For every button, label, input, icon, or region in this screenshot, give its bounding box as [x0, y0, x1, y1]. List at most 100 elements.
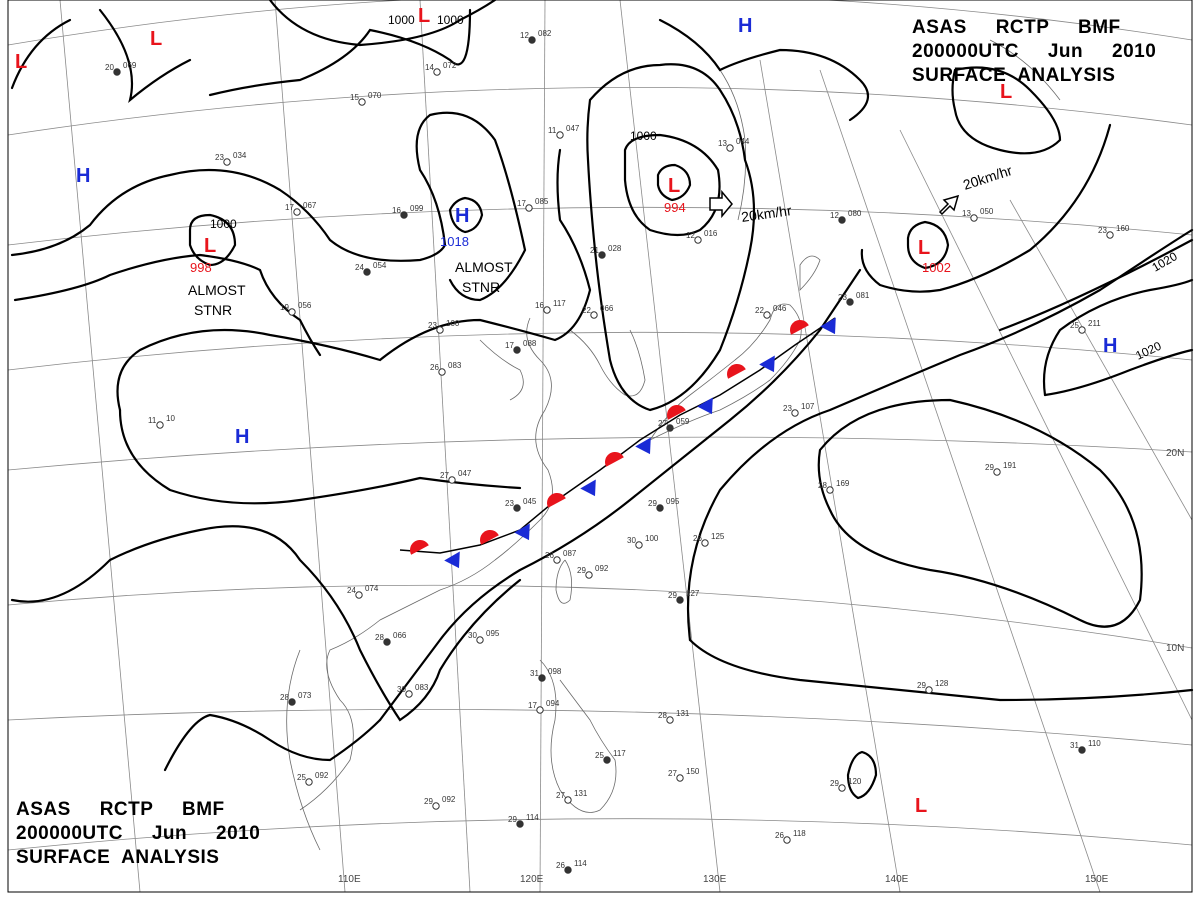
station-pressure: 081: [856, 291, 870, 300]
station-pressure: 100: [645, 534, 659, 543]
pressure-centers: L 998 ALMOST STNR H 1018 ALMOST STNR L 9…: [15, 5, 1117, 817]
low-center: L: [204, 235, 216, 257]
station-pressure: 047: [458, 469, 472, 478]
station-pressure: 110: [1088, 739, 1101, 748]
station-circle: [783, 836, 791, 844]
station-circle: [525, 204, 533, 212]
station-circle: [405, 690, 413, 698]
station-pressure: 059: [676, 417, 690, 426]
chart-title-top-right: ASAS RCTP BMF 200000UTC Jun 2010 SURFACE…: [912, 16, 1156, 88]
isobar: [688, 638, 1194, 702]
station-pressure: 131: [574, 789, 588, 798]
station-circle: [436, 326, 444, 334]
low-center: L: [418, 5, 430, 27]
isobar: [10, 525, 522, 722]
isobar-label: 1000: [630, 129, 657, 143]
station-pressure: 044: [736, 137, 750, 146]
station-pressure: 211: [1088, 319, 1101, 328]
station-circle: [826, 486, 834, 494]
station-circle: [400, 211, 408, 219]
station-circle: [355, 591, 363, 599]
coastline-hokkaido: [799, 255, 821, 291]
station-temperature: 17: [528, 701, 537, 710]
station-circle: [516, 820, 524, 828]
station-temperature: 26: [775, 831, 784, 840]
station-temperature: 27: [440, 471, 449, 480]
station-circle: [528, 36, 536, 44]
station-circle: [476, 636, 484, 644]
low-center-value: 1002: [922, 260, 951, 275]
latitude-line: [7, 709, 1193, 746]
motion-arrow: [709, 189, 733, 219]
latitude-line: [7, 206, 1193, 246]
station-circle: [556, 131, 564, 139]
station-temperature: 29: [424, 797, 433, 806]
station-temperature: 23: [215, 153, 224, 162]
station-circle: [666, 716, 674, 724]
longitude-line: [59, 0, 141, 893]
station-circle: [305, 778, 313, 786]
station-temperature: 25: [595, 751, 604, 760]
isobar-label: 1000: [210, 217, 237, 231]
isobar: [656, 163, 692, 202]
station-temperature: 17: [285, 203, 294, 212]
station-pressure: 087: [563, 549, 577, 558]
cold-front-symbol: [697, 397, 713, 415]
station-pressure: 127: [686, 589, 700, 598]
station-pressure: 169: [836, 479, 850, 488]
coastline-taiwan: [555, 559, 573, 604]
cold-front-symbol: [759, 355, 775, 373]
station-pressure: 094: [546, 699, 560, 708]
station-circle: [791, 409, 799, 417]
coastline-indochina: [286, 649, 321, 851]
station-pressure: 066: [393, 631, 407, 640]
station-temperature: 26: [693, 534, 702, 543]
warm-front-symbol: [410, 540, 429, 555]
isobar: [98, 8, 192, 103]
station-pressure: 047: [566, 124, 580, 133]
isobar: [116, 148, 592, 412]
station-circle: [1078, 326, 1086, 334]
cold-front-symbol: [444, 551, 460, 569]
station-pressure: 050: [980, 207, 994, 216]
station-circle: [838, 784, 846, 792]
isobar: [10, 18, 72, 90]
low-center-value: 998: [190, 260, 212, 275]
isobar: [846, 750, 878, 800]
isobar-label: 1000: [437, 13, 464, 27]
longitude-label: 120E: [520, 874, 544, 885]
cold-front-symbol: [820, 317, 836, 335]
center-note: ALMOST: [188, 282, 246, 298]
low-center: L: [15, 51, 27, 73]
station-circle: [590, 311, 598, 319]
station-pressure: 083: [448, 361, 462, 370]
station-temperature: 12: [830, 211, 839, 220]
warm-front-symbol: [727, 364, 746, 379]
isobar: [10, 111, 527, 302]
station-circle: [513, 504, 521, 512]
station-temperature: 30: [468, 631, 477, 640]
station-circle: [113, 68, 121, 76]
station-pressure: 016: [704, 229, 718, 238]
station-temperature: 22: [755, 306, 764, 315]
station-circle: [543, 306, 551, 314]
isobar: [268, 0, 497, 47]
station-temperature: 16: [392, 206, 401, 215]
low-center-value: 994: [664, 200, 686, 215]
longitude-label: 130E: [703, 874, 727, 885]
longitude-line: [819, 69, 1101, 893]
station-pressure: 120: [848, 777, 862, 786]
title-line-1: ASAS RCTP BMF: [16, 799, 225, 820]
station-circle: [223, 158, 231, 166]
station-pressure: 034: [233, 151, 247, 160]
latitude-line: [7, 0, 1193, 46]
station-circle: [1106, 231, 1114, 239]
longitude-label: 150E: [1085, 874, 1109, 885]
low-center: L: [915, 795, 927, 817]
high-center: H: [76, 165, 90, 187]
station-circle: [603, 756, 611, 764]
station-temperature: 23: [505, 499, 514, 508]
station-temperature: 29: [985, 463, 994, 472]
latitude-line: [7, 86, 1193, 136]
